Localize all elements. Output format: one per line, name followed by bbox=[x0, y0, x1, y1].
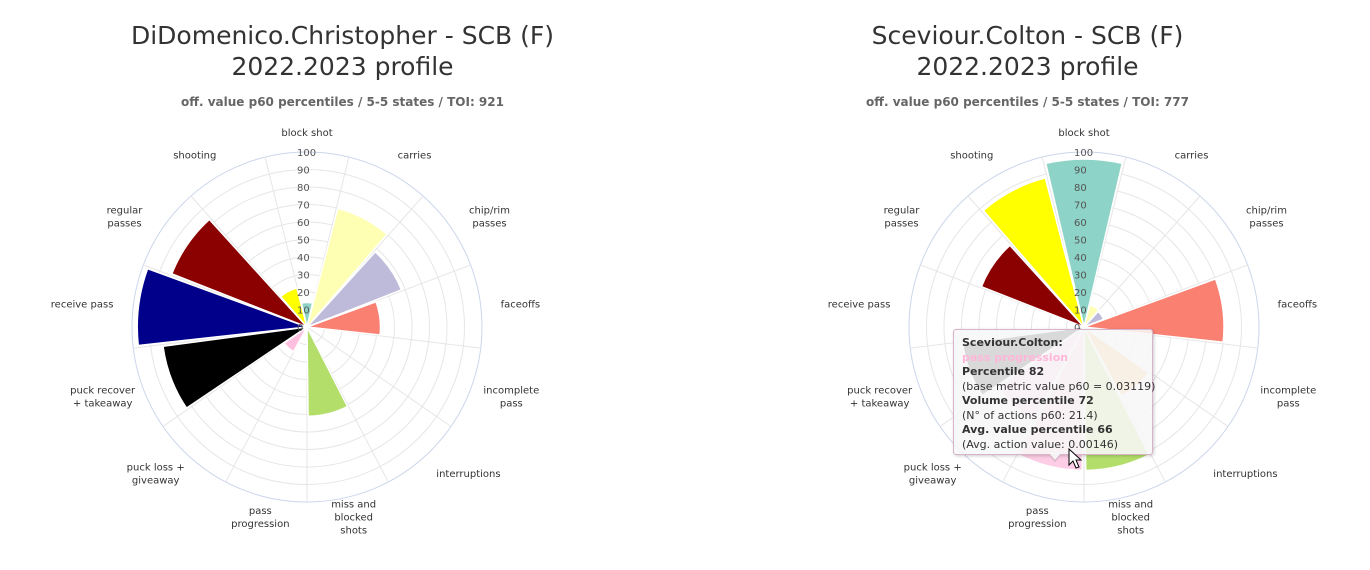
mouse-cursor-icon bbox=[1068, 448, 1083, 469]
category-label-puck-loss-giveaway: puck loss + giveaway bbox=[904, 462, 962, 486]
title-line-2: 2022.2023 profile bbox=[231, 52, 454, 81]
category-label-chip-rim-passes: chip/rim passes bbox=[1246, 206, 1287, 230]
tooltip-avg: Avg. value percentile 66 bbox=[962, 423, 1113, 436]
tooltip-player: Sceviour.Colton: bbox=[962, 336, 1063, 349]
bar-receive-pass[interactable] bbox=[136, 267, 308, 347]
category-label-shooting: shooting bbox=[173, 150, 216, 161]
polar-chart-right[interactable]: 0 10 20 30 40 50 60 70 80 90 100 block shot carries c… bbox=[685, 0, 1370, 570]
category-label-shooting: shooting bbox=[950, 150, 993, 161]
radial-tick-label: 30 bbox=[1074, 271, 1087, 282]
radial-tick-label: 10 bbox=[1074, 306, 1087, 317]
chart-title-left: DiDomenico.Christopher - SCB (F) 2022.20… bbox=[0, 20, 685, 82]
category-label-incomplete-pass: incomplete pass bbox=[1260, 386, 1316, 410]
category-label-miss-and-blocked-shots: miss and blocked shots bbox=[1108, 499, 1153, 536]
radial-ticks: 0 10 20 30 40 50 60 70 80 90 100 bbox=[1074, 148, 1093, 334]
radial-tick-label: 10 bbox=[297, 306, 310, 317]
category-label-regular-passes: regular passes bbox=[107, 206, 144, 230]
grid-spoke bbox=[1083, 195, 1201, 328]
tooltip-actions: (N° of actions p60: 21.4) bbox=[962, 408, 1098, 422]
category-label-chip-rim-passes: chip/rim passes bbox=[469, 206, 510, 230]
radial-tick-label: 30 bbox=[297, 271, 310, 282]
radial-tick-label: 70 bbox=[1074, 201, 1087, 212]
tooltip-arrow-inner bbox=[1049, 453, 1061, 460]
title-line-1: Sceviour.Colton - SCB (F) bbox=[871, 21, 1184, 50]
tooltip-volume: Volume percentile 72 bbox=[962, 394, 1094, 407]
category-label-puck-recover-takeaway: puck recover + takeaway bbox=[70, 386, 136, 410]
category-label-puck-recover-takeaway: puck recover + takeaway bbox=[847, 386, 913, 410]
bar-shooting[interactable] bbox=[982, 177, 1085, 328]
category-label-faceoffs: faceoffs bbox=[1278, 299, 1318, 310]
chart-panel-left: DiDomenico.Christopher - SCB (F) 2022.20… bbox=[0, 0, 685, 570]
radial-tick-label: 20 bbox=[1074, 288, 1087, 299]
radial-tick-label: 80 bbox=[297, 183, 310, 194]
chart-subtitle-left: off. value p60 percentiles / 5-5 states … bbox=[181, 95, 504, 109]
polar-chart-left[interactable]: 0 10 20 30 40 50 60 70 80 90 100 block shot carries c… bbox=[0, 0, 685, 570]
radial-tick-label: 100 bbox=[1074, 148, 1093, 159]
tooltip-base: (base metric value p60 = 0.03119) bbox=[962, 379, 1156, 393]
category-label-regular-passes: regular passes bbox=[884, 206, 921, 230]
category-label-interruptions: interruptions bbox=[1213, 469, 1277, 480]
category-label-faceoffs: faceoffs bbox=[501, 299, 541, 310]
tooltip-percentile: Percentile 82 bbox=[962, 365, 1045, 378]
polar-grid bbox=[131, 151, 483, 503]
radial-tick-label: 0 bbox=[1074, 323, 1080, 334]
radial-tick-label: 20 bbox=[297, 288, 310, 299]
tooltip-avg-value: (Avg. action value: 0.00146) bbox=[962, 437, 1119, 451]
category-labels: block shot carries chip/rim passes faceoffs i… bbox=[51, 128, 540, 536]
chart-panel-right: Sceviour.Colton - SCB (F) 2022.2023 prof… bbox=[685, 0, 1370, 570]
radial-tick-label: 90 bbox=[1074, 166, 1087, 177]
chart-tooltip: Sceviour.Colton: pass progression Percen… bbox=[953, 329, 1156, 455]
bar-regular-passes[interactable] bbox=[980, 244, 1085, 328]
category-label-pass-progression: pass progression bbox=[231, 506, 289, 530]
bar-puck-recover-takeaway[interactable] bbox=[162, 326, 308, 410]
category-label-carries: carries bbox=[398, 150, 432, 161]
radial-tick-label: 50 bbox=[297, 236, 310, 247]
radial-tick-label: 50 bbox=[1074, 236, 1087, 247]
radial-tick-label: 60 bbox=[1074, 218, 1087, 229]
bar-series bbox=[136, 207, 403, 418]
bar-block-shot[interactable] bbox=[1044, 158, 1124, 328]
bar-carries[interactable] bbox=[1083, 304, 1100, 328]
category-label-receive-pass: receive pass bbox=[828, 299, 891, 310]
radial-tick-label: 90 bbox=[297, 166, 310, 177]
bar-shooting[interactable] bbox=[279, 287, 308, 328]
grid-spoke bbox=[225, 326, 308, 483]
bar-faceoffs[interactable] bbox=[306, 300, 382, 336]
bar-regular-passes[interactable] bbox=[170, 218, 308, 328]
radial-tick-label: 100 bbox=[297, 148, 316, 159]
category-label-interruptions: interruptions bbox=[436, 469, 500, 480]
radial-tick-label: 80 bbox=[1074, 183, 1087, 194]
chart-subtitle-right: off. value p60 percentiles / 5-5 states … bbox=[866, 95, 1189, 109]
category-labels: block shot carries chip/rim passes faceoffs i… bbox=[828, 128, 1317, 536]
radial-tick-label: 0 bbox=[297, 323, 303, 334]
tooltip-metric: pass progression bbox=[962, 350, 1069, 364]
bar-chip-rim-passes[interactable] bbox=[306, 250, 403, 328]
chart-title-right: Sceviour.Colton - SCB (F) 2022.2023 prof… bbox=[685, 20, 1370, 82]
bar-carries[interactable] bbox=[306, 207, 389, 328]
category-label-receive-pass: receive pass bbox=[51, 299, 114, 310]
category-label-block-shot: block shot bbox=[281, 128, 332, 139]
radial-tick-label: 70 bbox=[297, 201, 310, 212]
bar-miss-and-blocked-shots[interactable] bbox=[306, 326, 349, 418]
radial-tick-label: 40 bbox=[1074, 253, 1087, 264]
bar-faceoffs[interactable] bbox=[1083, 277, 1225, 344]
category-label-incomplete-pass: incomplete pass bbox=[483, 386, 539, 410]
category-label-block-shot: block shot bbox=[1058, 128, 1109, 139]
category-label-pass-progression: pass progression bbox=[1008, 506, 1066, 530]
radial-ticks: 0 10 20 30 40 50 60 70 80 90 100 bbox=[297, 148, 316, 334]
category-label-carries: carries bbox=[1175, 150, 1209, 161]
title-line-2: 2022.2023 profile bbox=[916, 52, 1139, 81]
category-label-miss-and-blocked-shots: miss and blocked shots bbox=[331, 499, 376, 536]
grid-spoke bbox=[306, 326, 452, 427]
title-line-1: DiDomenico.Christopher - SCB (F) bbox=[130, 21, 555, 50]
radial-tick-label: 60 bbox=[297, 218, 310, 229]
radial-tick-label: 40 bbox=[297, 253, 310, 264]
category-label-puck-loss-giveaway: puck loss + giveaway bbox=[127, 462, 185, 486]
